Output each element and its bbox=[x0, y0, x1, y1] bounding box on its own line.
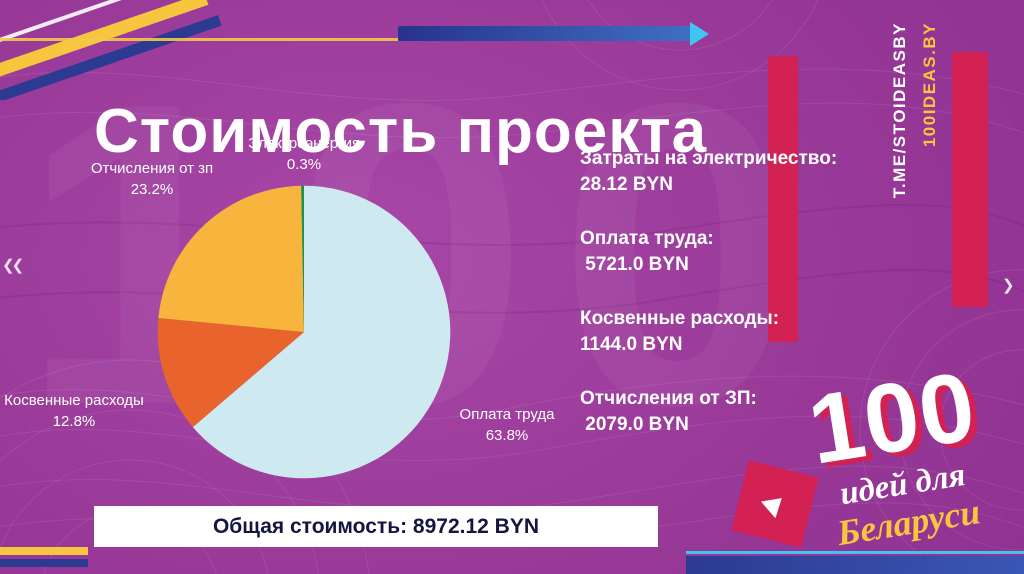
cost-value: 5721.0 BYN bbox=[580, 254, 689, 275]
pie-slice-2 bbox=[158, 185, 304, 332]
bottom-right-blue-bar bbox=[686, 556, 1024, 574]
red-vertical-bar-right bbox=[952, 52, 988, 307]
pie-label-labor: Оплата труда 63.8% bbox=[448, 404, 566, 446]
pie-chart bbox=[157, 185, 451, 479]
cost-label: Отчисления от ЗП: bbox=[580, 388, 757, 409]
cost-item-indirect: Косвенные расходы: 1144.0 BYN bbox=[580, 306, 880, 358]
pie-label-electricity: Электроэнергия 0.3% bbox=[238, 133, 370, 175]
cost-value: 1144.0 BYN bbox=[580, 334, 683, 355]
pie-slice-1 bbox=[157, 318, 304, 428]
pie-label-pct: 0.3% bbox=[286, 156, 322, 173]
pie-label-text: Электроэнергия bbox=[247, 135, 361, 152]
pie-label-deductions: Отчисления от зп 23.2% bbox=[82, 158, 222, 200]
cost-breakdown: Затраты на электричество: 28.12 BYN Опла… bbox=[580, 146, 880, 466]
cost-value: 28.12 BYN bbox=[580, 174, 673, 195]
pie-label-text: Косвенные расходы bbox=[4, 392, 144, 409]
bottom-left-yellow-stripe bbox=[0, 547, 88, 555]
pie-label-indirect-costs: Косвенные расходы 12.8% bbox=[0, 390, 150, 432]
top-left-stripes bbox=[0, 0, 235, 100]
red-vertical-bar-mid bbox=[768, 56, 798, 342]
pie-label-pct: 12.8% bbox=[52, 413, 96, 430]
cost-label: Косвенные расходы: bbox=[580, 308, 780, 329]
cost-value: 2079.0 BYN bbox=[580, 414, 689, 435]
stripe-yellow bbox=[0, 0, 209, 85]
total-cost-text: Общая стоимость: 8972.12 BYN bbox=[212, 514, 540, 538]
cost-label: Затраты на электричество: bbox=[580, 148, 838, 169]
right-arrow-icon bbox=[690, 22, 709, 46]
pie-label-pct: 63.8% bbox=[485, 427, 529, 444]
pie-slice-0 bbox=[192, 185, 451, 479]
left-chevrons-icon: ❮❮ bbox=[2, 257, 24, 274]
cost-item-electricity: Затраты на электричество: 28.12 BYN bbox=[580, 146, 880, 198]
pie-label-pct: 23.2% bbox=[130, 181, 174, 198]
cost-label: Оплата труда: bbox=[580, 228, 714, 249]
cost-item-deductions: Отчисления от ЗП: 2079.0 BYN bbox=[580, 386, 880, 438]
pie-label-text: Оплата труда bbox=[459, 406, 555, 423]
side-link-website: 100IDEAS.BY bbox=[920, 22, 939, 148]
bottom-left-blue-stripe bbox=[0, 559, 88, 567]
side-link-telegram: T.ME/STOIDEASBY bbox=[890, 22, 909, 199]
top-yellow-line bbox=[0, 38, 398, 41]
page-title: Стоимость проекта bbox=[94, 96, 708, 166]
pie-slice-3 bbox=[301, 185, 304, 332]
right-chevron-icon: ❯ bbox=[1002, 277, 1015, 294]
total-cost-bar: Общая стоимость: 8972.12 BYN bbox=[94, 506, 658, 547]
pie-label-text: Отчисления от зп bbox=[90, 160, 214, 177]
top-blue-bar bbox=[398, 26, 690, 41]
bottom-right-cyan-line bbox=[686, 551, 1024, 554]
cost-item-labor: Оплата труда: 5721.0 BYN bbox=[580, 226, 880, 278]
